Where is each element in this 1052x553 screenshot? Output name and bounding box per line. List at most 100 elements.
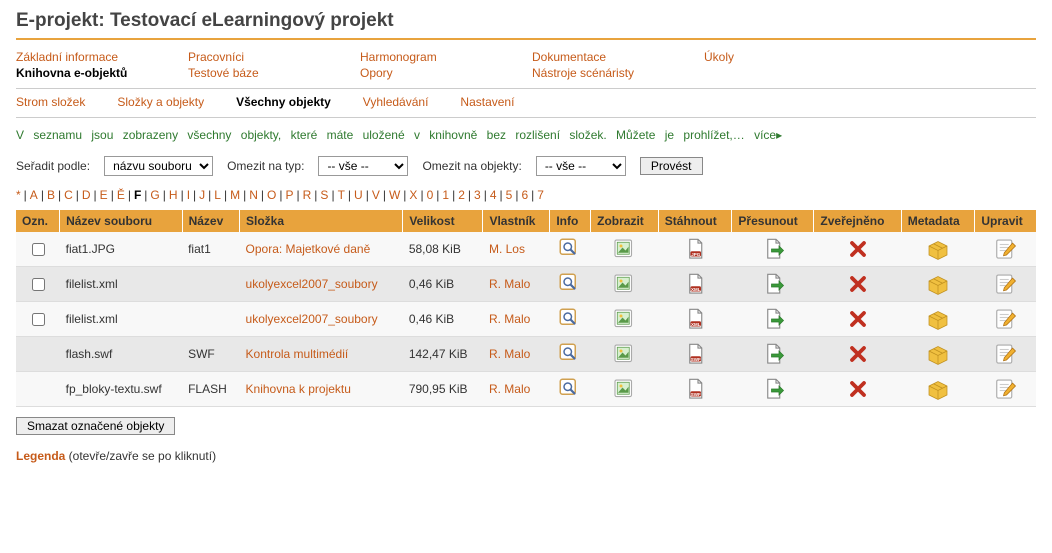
alpha-letter[interactable]: O	[267, 188, 276, 202]
edit-icon[interactable]	[993, 311, 1017, 325]
view-icon[interactable]	[612, 241, 636, 255]
alpha-letter[interactable]: C	[64, 188, 73, 202]
move-icon[interactable]	[761, 311, 785, 325]
download-icon[interactable]: JPG	[683, 241, 707, 255]
alpha-letter[interactable]: E	[100, 188, 108, 202]
view-icon[interactable]	[612, 346, 636, 360]
view-icon[interactable]	[612, 381, 636, 395]
nav-link[interactable]: Opory	[360, 66, 500, 80]
download-icon[interactable]: SWF	[683, 381, 707, 395]
alpha-letter[interactable]: U	[354, 188, 363, 202]
alpha-letter[interactable]: N	[249, 188, 258, 202]
info-icon[interactable]	[558, 241, 582, 255]
edit-icon[interactable]	[993, 346, 1017, 360]
edit-icon[interactable]	[993, 381, 1017, 395]
move-icon[interactable]	[761, 381, 785, 395]
published-icon[interactable]	[846, 276, 870, 290]
info-icon[interactable]	[558, 346, 582, 360]
legend[interactable]: Legenda (otevře/zavře se po kliknutí)	[16, 449, 1036, 463]
obj-select[interactable]: -- vše --	[536, 156, 626, 176]
subnav-link[interactable]: Nastavení	[460, 95, 514, 109]
info-icon[interactable]	[558, 311, 582, 325]
folder-link[interactable]: Opora: Majetkové daně	[246, 242, 371, 256]
move-icon[interactable]	[761, 346, 785, 360]
metadata-icon[interactable]	[926, 381, 950, 395]
folder-link[interactable]: ukolyexcel2007_soubory	[246, 277, 378, 291]
alpha-letter[interactable]: 6	[521, 188, 528, 202]
download-icon[interactable]: XML	[683, 276, 707, 290]
alpha-letter[interactable]: 2	[458, 188, 465, 202]
folder-link[interactable]: ukolyexcel2007_soubory	[246, 312, 378, 326]
delete-selected-button[interactable]: Smazat označené objekty	[16, 417, 175, 435]
published-icon[interactable]	[846, 381, 870, 395]
edit-icon[interactable]	[993, 276, 1017, 290]
alpha-letter[interactable]: S	[320, 188, 328, 202]
alpha-letter[interactable]: R	[303, 188, 312, 202]
info-more-link[interactable]: více	[754, 128, 776, 142]
owner-link[interactable]: R. Malo	[489, 277, 530, 291]
alpha-letter[interactable]: A	[30, 188, 38, 202]
alpha-letter[interactable]: 3	[474, 188, 481, 202]
view-icon[interactable]	[612, 276, 636, 290]
nav-link[interactable]: Harmonogram	[360, 50, 500, 64]
nav-link[interactable]: Knihovna e-objektů	[16, 66, 156, 80]
folder-link[interactable]: Kontrola multimédií	[246, 347, 349, 361]
view-icon[interactable]	[612, 311, 636, 325]
metadata-icon[interactable]	[926, 276, 950, 290]
type-select[interactable]: -- vše --	[318, 156, 408, 176]
alpha-letter[interactable]: T	[338, 188, 345, 202]
nav-link[interactable]: Testové báze	[188, 66, 328, 80]
move-icon[interactable]	[761, 276, 785, 290]
row-checkbox[interactable]	[32, 243, 45, 256]
alpha-letter[interactable]: 1	[442, 188, 449, 202]
alpha-letter[interactable]: F	[134, 188, 141, 202]
nav-link[interactable]: Úkoly	[704, 50, 844, 64]
alpha-letter[interactable]: J	[199, 188, 205, 202]
folder-link[interactable]: Knihovna k projektu	[246, 382, 351, 396]
owner-link[interactable]: R. Malo	[489, 382, 530, 396]
alpha-letter[interactable]: 0	[427, 188, 434, 202]
metadata-icon[interactable]	[926, 241, 950, 255]
metadata-icon[interactable]	[926, 311, 950, 325]
alpha-letter[interactable]: L	[214, 188, 221, 202]
info-icon[interactable]	[558, 381, 582, 395]
row-checkbox[interactable]	[32, 278, 45, 291]
published-icon[interactable]	[846, 311, 870, 325]
alpha-letter[interactable]: I	[187, 188, 190, 202]
download-icon[interactable]: XML	[683, 311, 707, 325]
alpha-letter[interactable]: G	[150, 188, 159, 202]
subnav-link[interactable]: Složky a objekty	[117, 95, 204, 109]
alpha-letter[interactable]: B	[47, 188, 55, 202]
subnav-link[interactable]: Strom složek	[16, 95, 85, 109]
alpha-letter[interactable]: Ě	[117, 188, 125, 202]
alpha-letter[interactable]: *	[16, 188, 21, 202]
row-checkbox[interactable]	[32, 313, 45, 326]
info-icon[interactable]	[558, 276, 582, 290]
subnav-link[interactable]: Vyhledávání	[363, 95, 429, 109]
sort-select[interactable]: názvu souboru	[104, 156, 213, 176]
published-icon[interactable]	[846, 241, 870, 255]
alpha-letter[interactable]: M	[230, 188, 240, 202]
owner-link[interactable]: R. Malo	[489, 347, 530, 361]
nav-link[interactable]: Nástroje scénáristy	[532, 66, 672, 80]
subnav-link[interactable]: Všechny objekty	[236, 95, 331, 109]
alpha-letter[interactable]: 4	[490, 188, 497, 202]
alpha-letter[interactable]: V	[372, 188, 380, 202]
nav-link[interactable]: Základní informace	[16, 50, 156, 64]
metadata-icon[interactable]	[926, 346, 950, 360]
published-icon[interactable]	[846, 346, 870, 360]
alpha-letter[interactable]: 7	[537, 188, 544, 202]
alpha-letter[interactable]: W	[389, 188, 400, 202]
move-icon[interactable]	[761, 241, 785, 255]
nav-link[interactable]: Dokumentace	[532, 50, 672, 64]
edit-icon[interactable]	[993, 241, 1017, 255]
alpha-letter[interactable]: H	[169, 188, 178, 202]
owner-link[interactable]: M. Los	[489, 242, 525, 256]
download-icon[interactable]: SWF	[683, 346, 707, 360]
alpha-letter[interactable]: X	[409, 188, 417, 202]
nav-link[interactable]: Pracovníci	[188, 50, 328, 64]
owner-link[interactable]: R. Malo	[489, 312, 530, 326]
alpha-letter[interactable]: D	[82, 188, 91, 202]
alpha-letter[interactable]: 5	[506, 188, 513, 202]
alpha-letter[interactable]: P	[285, 188, 293, 202]
